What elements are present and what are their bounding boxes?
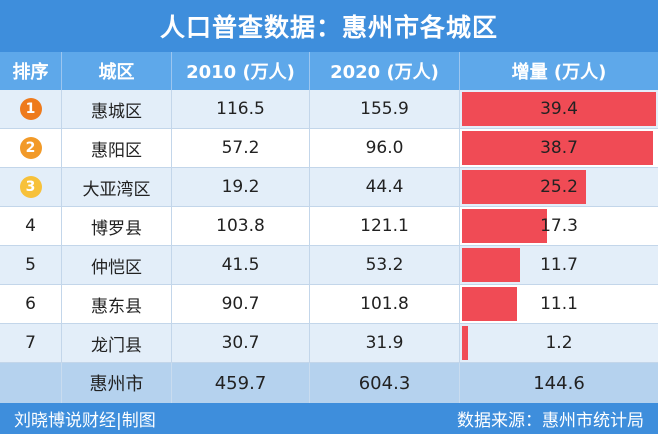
district-cell: 博罗县 <box>62 207 172 245</box>
rank-badge: 1 <box>19 98 42 120</box>
table-row: 5 仲恺区 41.5 53.2 11.7 <box>0 246 658 285</box>
total-label: 惠州市 <box>62 363 172 403</box>
rank-badge: 3 <box>19 176 42 198</box>
pop-2010-cell: 90.7 <box>172 285 310 323</box>
pop-2010-cell: 103.8 <box>172 207 310 245</box>
rank-cell: 6 <box>0 285 62 323</box>
increase-label: 11.1 <box>540 294 578 314</box>
increase-bar <box>462 92 656 126</box>
increase-bar <box>462 170 587 204</box>
pop-2010-cell: 57.2 <box>172 129 310 167</box>
pop-2020-cell: 155.9 <box>310 90 460 128</box>
increase-label: 11.7 <box>540 255 578 275</box>
increase-bar <box>462 248 520 282</box>
pop-2010-cell: 116.5 <box>172 90 310 128</box>
total-2020: 604.3 <box>310 363 460 403</box>
rank-number: 5 <box>25 255 36 275</box>
table-row: 6 惠东县 90.7 101.8 11.1 <box>0 285 658 324</box>
increase-label: 17.3 <box>540 216 578 236</box>
increase-label: 25.2 <box>540 177 578 197</box>
district-cell: 惠东县 <box>62 285 172 323</box>
rank-cell: 4 <box>0 207 62 245</box>
total-rank-cell <box>0 363 62 403</box>
footer: 刘晓博说财经|制图 数据来源：惠州市统计局 <box>0 403 658 434</box>
increase-bar <box>462 209 548 243</box>
district-cell: 大亚湾区 <box>62 168 172 206</box>
total-increase: 144.6 <box>533 372 585 394</box>
table-title: 人口普查数据：惠州市各城区 <box>0 0 658 52</box>
footer-source: 数据来源：惠州市统计局 <box>457 411 644 431</box>
table-body: 1 惠城区 116.5 155.9 39.4 2 惠阳区 57.2 96.0 38.7 3 大亚湾区 1… <box>0 90 658 363</box>
pop-2010-cell: 41.5 <box>172 246 310 284</box>
rank-number: 6 <box>25 294 36 314</box>
rank-badge: 2 <box>19 137 42 159</box>
increase-label: 38.7 <box>540 138 578 158</box>
rank-cell: 1 <box>0 90 62 128</box>
pop-2010-cell: 19.2 <box>172 168 310 206</box>
increase-label: 1.2 <box>545 333 573 353</box>
table-row: 1 惠城区 116.5 155.9 39.4 <box>0 90 658 129</box>
rank-number: 4 <box>25 216 36 236</box>
table-row: 3 大亚湾区 19.2 44.4 25.2 <box>0 168 658 207</box>
pop-2020-cell: 96.0 <box>310 129 460 167</box>
increase-bar <box>462 326 468 360</box>
district-cell: 仲恺区 <box>62 246 172 284</box>
pop-2020-cell: 44.4 <box>310 168 460 206</box>
total-row: 惠州市 459.7 604.3 144.6 <box>0 363 658 403</box>
table-row: 7 龙门县 30.7 31.9 1.2 <box>0 324 658 363</box>
table-row: 4 博罗县 103.8 121.1 17.3 <box>0 207 658 246</box>
pop-2010-cell: 30.7 <box>172 324 310 362</box>
rank-cell: 5 <box>0 246 62 284</box>
footer-credit: 刘晓博说财经|制图 <box>14 411 156 431</box>
district-cell: 惠城区 <box>62 90 172 128</box>
header-rank: 排序 <box>0 52 62 90</box>
table-row: 2 惠阳区 57.2 96.0 38.7 <box>0 129 658 168</box>
pop-2020-cell: 31.9 <box>310 324 460 362</box>
total-2010: 459.7 <box>172 363 310 403</box>
district-cell: 龙门县 <box>62 324 172 362</box>
header-2020: 2020 (万人) <box>310 52 460 90</box>
header-2010: 2010 (万人) <box>172 52 310 90</box>
increase-label: 39.4 <box>540 99 578 119</box>
district-cell: 惠阳区 <box>62 129 172 167</box>
rank-cell: 2 <box>0 129 62 167</box>
increase-bar <box>462 131 653 165</box>
header-row: 排序 城区 2010 (万人) 2020 (万人) 增量 (万人) <box>0 52 658 90</box>
pop-2020-cell: 101.8 <box>310 285 460 323</box>
pop-2020-cell: 121.1 <box>310 207 460 245</box>
rank-number: 7 <box>25 333 36 353</box>
increase-bar <box>462 287 517 321</box>
header-district: 城区 <box>62 52 172 90</box>
rank-cell: 7 <box>0 324 62 362</box>
pop-2020-cell: 53.2 <box>310 246 460 284</box>
header-increase: 增量 (万人) <box>511 62 607 83</box>
rank-cell: 3 <box>0 168 62 206</box>
